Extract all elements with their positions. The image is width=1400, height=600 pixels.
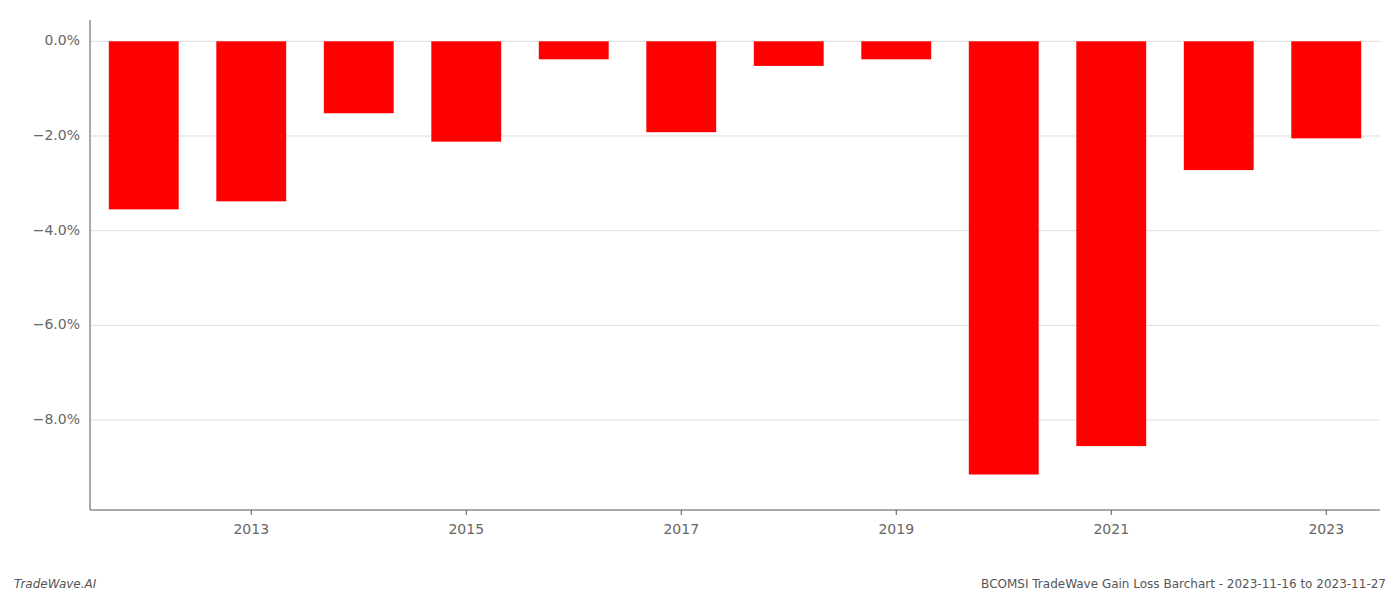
bar bbox=[861, 41, 931, 59]
bar bbox=[109, 41, 179, 209]
x-tick bbox=[251, 510, 252, 515]
y-tick-label: −6.0% bbox=[33, 316, 80, 332]
bar bbox=[539, 41, 609, 59]
x-tick-label: 2019 bbox=[878, 521, 914, 537]
bar bbox=[646, 41, 716, 132]
bar bbox=[431, 41, 501, 141]
footer-text: BCOMSI TradeWave Gain Loss Barchart - 20… bbox=[981, 577, 1386, 591]
x-tick-label: 2015 bbox=[448, 521, 484, 537]
y-tick-label: 0.0% bbox=[44, 32, 80, 48]
bar bbox=[324, 41, 394, 113]
grid-line bbox=[90, 420, 1380, 421]
grid-line bbox=[90, 325, 1380, 326]
x-tick bbox=[1111, 510, 1112, 515]
bar bbox=[1291, 41, 1361, 138]
x-tick bbox=[1326, 510, 1327, 515]
x-tick bbox=[896, 510, 897, 515]
bar bbox=[1076, 41, 1146, 446]
bars bbox=[109, 41, 1361, 474]
x-axis-line bbox=[90, 510, 1380, 511]
bar bbox=[969, 41, 1039, 474]
y-tick-label: −2.0% bbox=[33, 127, 80, 143]
y-tick-label: −8.0% bbox=[33, 411, 80, 427]
footer-text: TradeWave.AI bbox=[14, 577, 97, 591]
x-axis: 2013 2015 2017 2019 2021 2023 bbox=[233, 510, 1344, 537]
y-tick-label: −4.0% bbox=[33, 222, 80, 238]
x-tick-label: 2017 bbox=[663, 521, 699, 537]
y-axis-line bbox=[90, 20, 91, 510]
bar bbox=[754, 41, 824, 66]
bar bbox=[1184, 41, 1254, 170]
y-axis: 0.0% −2.0% −4.0% −6.0% −8.0% bbox=[33, 32, 1380, 427]
x-tick bbox=[466, 510, 467, 515]
grid-line bbox=[90, 230, 1380, 231]
background bbox=[0, 0, 1400, 600]
x-tick bbox=[681, 510, 682, 515]
x-tick-label: 2013 bbox=[233, 521, 269, 537]
chart-container: 0.0% −2.0% −4.0% −6.0% −8.0% 2013 2015 2017 2019… bbox=[0, 0, 1400, 600]
chart-svg: 0.0% −2.0% −4.0% −6.0% −8.0% 2013 2015 2017 2019… bbox=[0, 0, 1400, 600]
x-tick-label: 2021 bbox=[1093, 521, 1129, 537]
x-tick-label: 2023 bbox=[1308, 521, 1344, 537]
bar bbox=[216, 41, 286, 201]
